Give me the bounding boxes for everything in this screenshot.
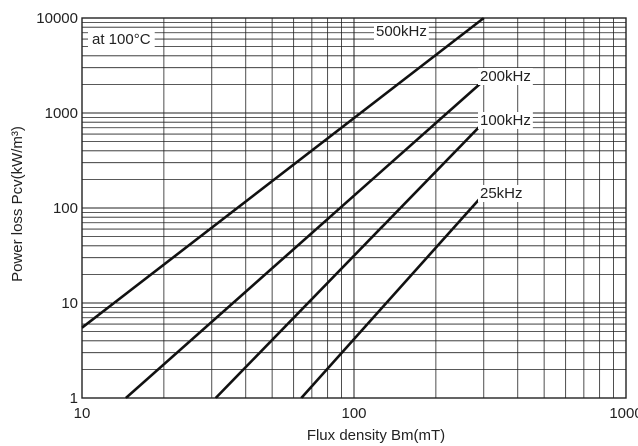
y-tick-label: 10 bbox=[61, 295, 78, 312]
series-labels: 500kHz 200kHz 100kHz 25kHz bbox=[374, 23, 533, 202]
series-label-text: 200kHz bbox=[480, 68, 531, 85]
series-label-text: 25kHz bbox=[480, 185, 523, 202]
series-label-200khz: 200kHz bbox=[478, 68, 533, 85]
y-tick-label: 1000 bbox=[45, 105, 78, 122]
series-label-25khz: 25kHz bbox=[478, 185, 525, 202]
x-tick-label: 1000 bbox=[609, 405, 638, 422]
plot-frame bbox=[81, 17, 627, 399]
y-tick-label: 1 bbox=[70, 390, 78, 407]
series-line-500khz bbox=[81, 16, 485, 329]
series-label-100khz: 100kHz bbox=[478, 112, 533, 129]
y-axis-label: Power loss Pcv(kW/m³) bbox=[9, 126, 26, 282]
series-label-text: 100kHz bbox=[480, 112, 531, 129]
x-tick-label: 10 bbox=[74, 405, 91, 422]
series-lines bbox=[81, 16, 485, 399]
x-tick-label: 100 bbox=[341, 405, 366, 422]
y-tick-labels: 1 10 100 1000 10000 bbox=[36, 10, 78, 407]
series-label-text: 500kHz bbox=[376, 23, 427, 40]
series-line-100khz bbox=[214, 121, 485, 399]
x-tick-labels: 10 100 1000 bbox=[74, 405, 638, 422]
series-line-200khz bbox=[125, 79, 485, 399]
series-label-500khz: 500kHz bbox=[374, 23, 429, 40]
y-tick-label: 10000 bbox=[36, 10, 78, 27]
series-line-25khz bbox=[300, 193, 485, 399]
x-axis-label: Flux density Bm(mT) bbox=[307, 427, 445, 444]
annotation-text: at 100°C bbox=[92, 31, 151, 48]
temperature-annotation: at 100°C bbox=[88, 30, 155, 49]
y-tick-label: 100 bbox=[53, 200, 78, 217]
